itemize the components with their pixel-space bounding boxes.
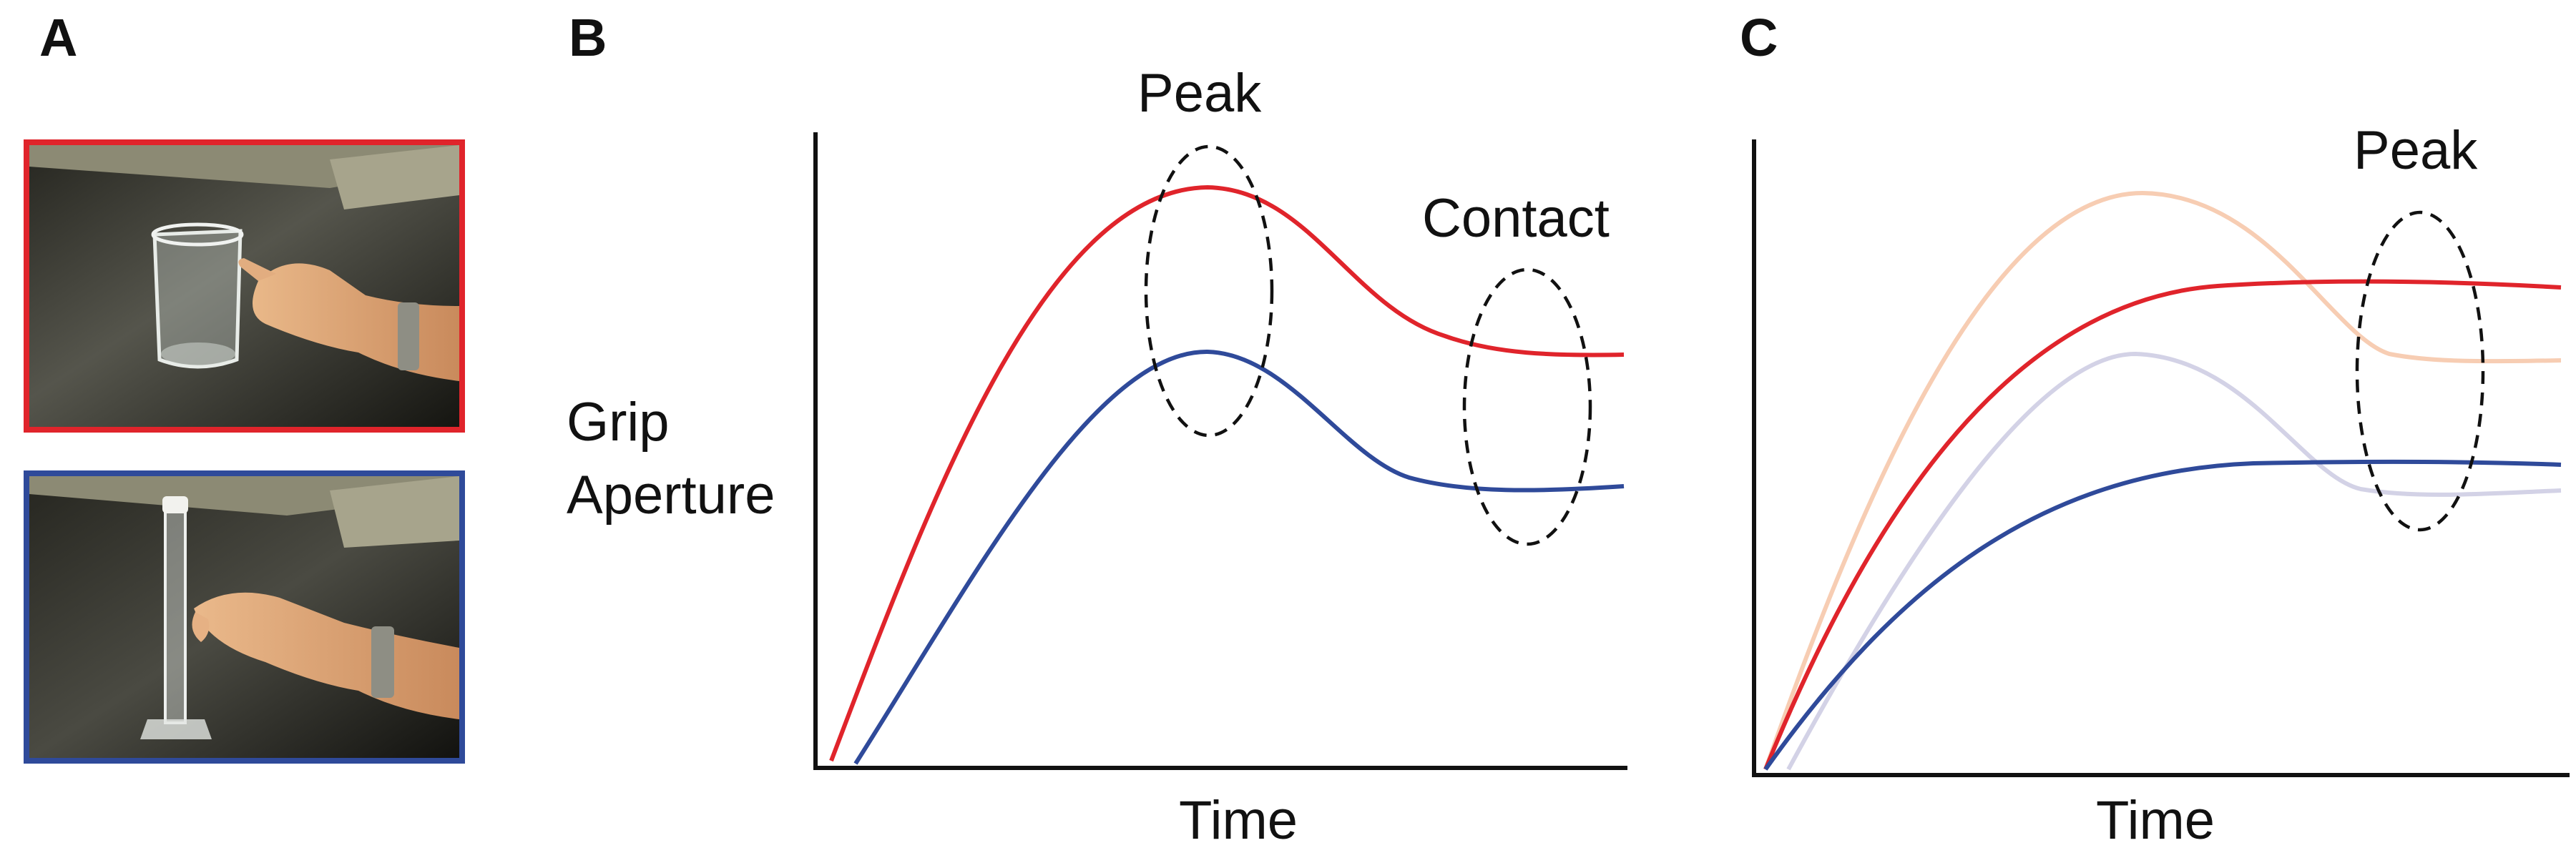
panel-c-peak-ellipse: [2355, 210, 2485, 532]
panel-a-letter: A: [39, 8, 78, 67]
panel-c-faded-blue-curve: [1786, 351, 2562, 771]
panel-b-peak-ellipse: [1144, 144, 1274, 438]
panel-c-red-curve: [1763, 279, 2562, 771]
panel-b-contact-ellipse: [1462, 267, 1592, 546]
panel-b-letter: B: [569, 8, 607, 67]
panel-c-blue-curve: [1763, 459, 2562, 771]
panel-c-peak-label: Peak: [2354, 120, 2478, 181]
panel-b-contact-label: Contact: [1422, 188, 1610, 249]
panel-c-letter: C: [1740, 8, 1778, 67]
panel-b-peak-label: Peak: [1137, 63, 1262, 124]
y-axis-label-line2: Aperture: [567, 465, 775, 526]
cylinder-photo: [24, 470, 465, 764]
panel-c-x-axis-label: Time: [2096, 790, 2215, 851]
panel-c-faded-red-curve: [1763, 190, 2562, 770]
beaker-photo: [24, 139, 465, 433]
panel-b-x-axis-label: Time: [1179, 790, 1298, 851]
panel-b-red-curve: [829, 184, 1625, 762]
panel-b-blue-curve: [853, 349, 1625, 765]
y-axis-label-line1: Grip: [567, 392, 670, 453]
